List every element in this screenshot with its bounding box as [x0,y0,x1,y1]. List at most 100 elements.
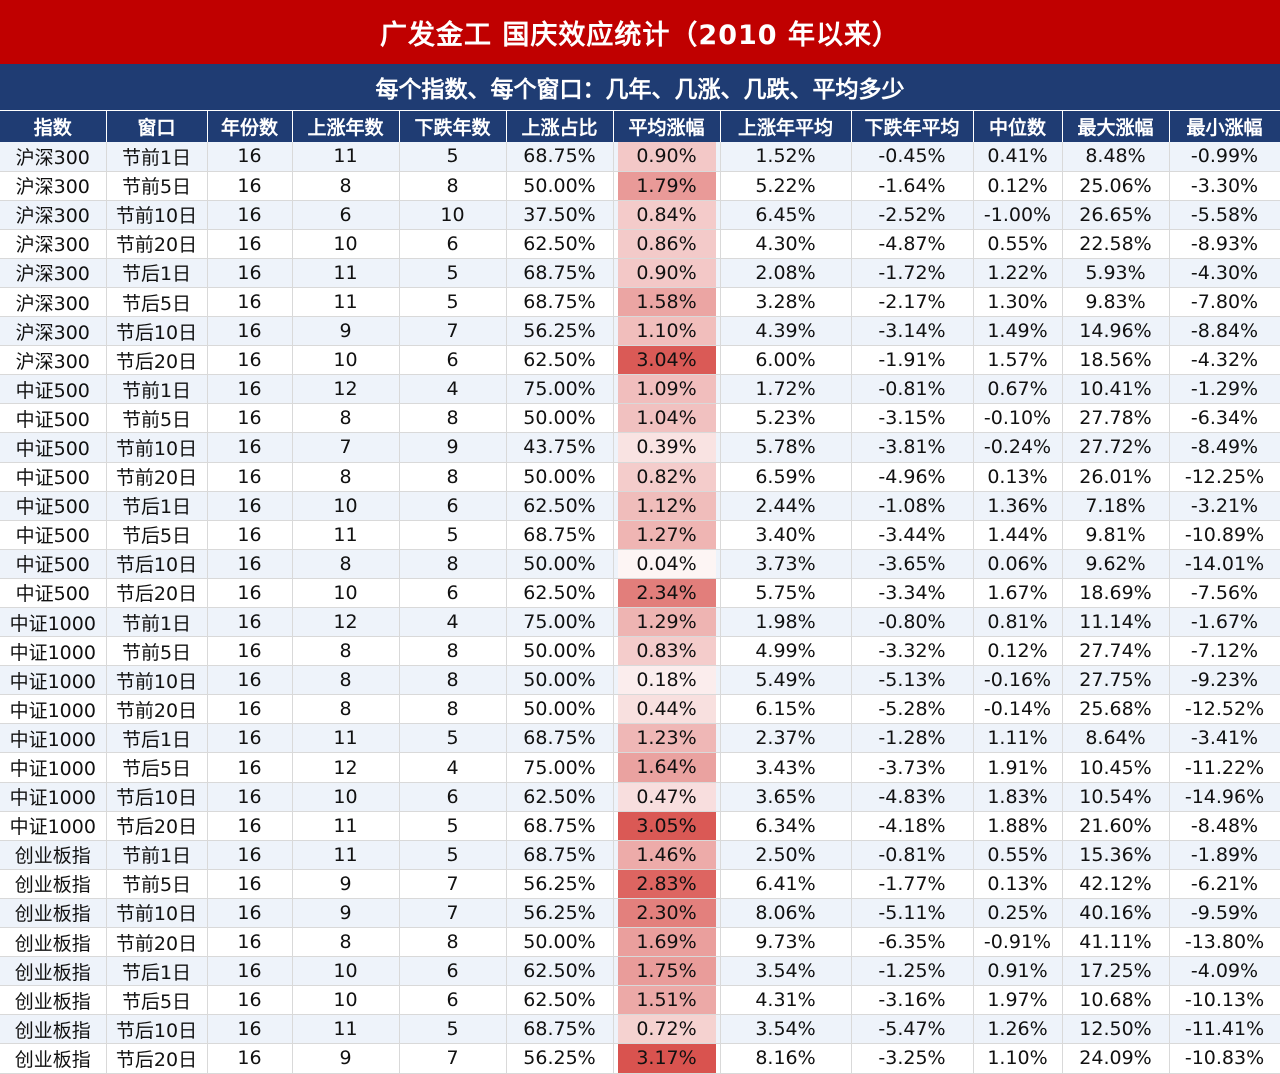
cell-window: 节前10日 [106,200,208,230]
cell-min: -3.41% [1169,723,1280,754]
cell-years: 16 [207,694,293,725]
cell-up-ratio: 68.75% [506,840,614,870]
avg-return-heat: 0.86% [617,229,716,258]
table-row: 中证1000 节后20日 16 11 5 68.75% 3.05% 6.34% -4.18% 1.… [0,811,1280,841]
cell-median: 1.57% [973,345,1063,376]
cell-avg-return: 0.90% [613,258,721,288]
cell-index: 沪深300 [0,316,107,347]
avg-return-heat: 0.47% [617,782,716,811]
cell-up-years: 9 [292,898,400,929]
cell-down-years: 8 [399,694,507,725]
cell-window: 节后1日 [106,491,208,521]
cell-up-avg: 3.43% [720,752,852,783]
cell-years: 16 [207,258,293,288]
cell-max: 15.36% [1062,840,1170,870]
cell-up-years: 6 [292,200,400,230]
cell-down-years: 10 [399,200,507,230]
cell-min: -9.59% [1169,898,1280,929]
cell-max: 7.18% [1062,491,1170,521]
cell-up-years: 11 [292,1014,400,1045]
cell-index: 中证500 [0,403,107,434]
cell-window: 节前20日 [106,927,208,958]
cell-up-avg: 3.28% [720,287,852,318]
cell-avg-return: 1.79% [613,171,721,201]
cell-max: 41.11% [1062,927,1170,958]
cell-down-avg: -3.81% [851,432,974,463]
cell-index: 中证1000 [0,752,107,783]
table-row: 中证1000 节前5日 16 8 8 50.00% 0.83% 4.99% -3.32% 0.12… [0,636,1280,667]
table-row: 中证500 节前10日 16 7 9 43.75% 0.39% 5.78% -3.81% -0.2… [0,432,1280,463]
cell-window: 节前20日 [106,694,208,725]
cell-up-ratio: 68.75% [506,258,614,288]
cell-index: 中证1000 [0,607,107,638]
avg-return-heat: 3.04% [617,346,716,374]
cell-max: 9.83% [1062,287,1170,318]
cell-down-years: 8 [399,462,507,492]
avg-return-heat: 1.23% [617,724,716,752]
cell-max: 10.54% [1062,782,1170,812]
cell-window: 节前20日 [106,462,208,492]
cell-up-ratio: 43.75% [506,432,614,463]
cell-down-avg: -5.28% [851,694,974,725]
page-title: 广发金工 国庆效应统计（2010 年以来） [0,0,1280,64]
cell-avg-return: 0.39% [613,432,721,463]
cell-years: 16 [207,840,293,870]
col-header-window: 窗口 [106,111,208,142]
cell-up-ratio: 50.00% [506,665,614,696]
table-body: 沪深300 节前1日 16 11 5 68.75% 0.90% 1.52% -0.45% 0.41… [0,142,1280,1074]
avg-return-heat: 3.17% [617,1044,716,1072]
cell-down-years: 7 [399,1043,507,1074]
cell-index: 中证1000 [0,811,107,841]
cell-up-avg: 6.15% [720,694,852,725]
cell-years: 16 [207,520,293,550]
cell-up-avg: 3.54% [720,1014,852,1045]
col-header-up-avg: 上涨年平均 [720,111,852,142]
cell-min: -8.48% [1169,811,1280,841]
cell-down-avg: -3.73% [851,752,974,783]
cell-down-years: 6 [399,345,507,376]
cell-median: 1.83% [973,782,1063,812]
cell-up-ratio: 75.00% [506,607,614,638]
cell-index: 沪深300 [0,200,107,230]
cell-avg-return: 3.04% [613,345,721,376]
cell-down-avg: -3.15% [851,403,974,434]
table-row: 中证500 节后20日 16 10 6 62.50% 2.34% 5.75% -3.34% 1.6… [0,578,1280,609]
cell-min: -14.01% [1169,549,1280,579]
cell-median: -0.14% [973,694,1063,725]
table-row: 创业板指 节后5日 16 10 6 62.50% 1.51% 4.31% -3.16% 1.97%… [0,985,1280,1016]
cell-down-avg: -1.72% [851,258,974,288]
cell-up-avg: 8.06% [720,898,852,929]
cell-avg-return: 0.04% [613,549,721,579]
cell-years: 16 [207,316,293,347]
cell-max: 17.25% [1062,956,1170,987]
avg-return-heat: 0.04% [617,549,716,578]
col-header-down-avg: 下跌年平均 [851,111,974,142]
avg-return-heat: 1.29% [617,608,716,636]
cell-index: 创业板指 [0,927,107,958]
cell-down-avg: -3.25% [851,1043,974,1074]
table-row: 创业板指 节后1日 16 10 6 62.50% 1.75% 3.54% -1.25% 0.91%… [0,956,1280,987]
cell-up-ratio: 62.50% [506,956,614,987]
cell-down-avg: -3.44% [851,520,974,550]
cell-up-years: 9 [292,316,400,347]
table-row: 沪深300 节前5日 16 8 8 50.00% 1.79% 5.22% -1.64% 0.12%… [0,171,1280,201]
cell-median: 1.30% [973,287,1063,318]
avg-return-heat: 1.04% [617,404,716,432]
cell-min: -14.96% [1169,782,1280,812]
cell-down-avg: -4.96% [851,462,974,492]
cell-up-years: 10 [292,578,400,609]
table-row: 中证500 节前20日 16 8 8 50.00% 0.82% 6.59% -4.96% 0.13… [0,462,1280,492]
col-header-down-years: 下跌年数 [399,111,507,142]
table-row: 创业板指 节前20日 16 8 8 50.00% 1.69% 9.73% -6.35% -0.91… [0,927,1280,958]
cell-max: 9.81% [1062,520,1170,550]
cell-up-years: 10 [292,229,400,259]
cell-down-years: 8 [399,403,507,434]
cell-years: 16 [207,956,293,987]
cell-years: 16 [207,1043,293,1074]
cell-years: 16 [207,898,293,929]
cell-up-years: 10 [292,985,400,1016]
cell-up-ratio: 50.00% [506,462,614,492]
cell-median: 0.12% [973,171,1063,201]
cell-min: -7.12% [1169,636,1280,667]
cell-avg-return: 3.17% [613,1043,721,1074]
